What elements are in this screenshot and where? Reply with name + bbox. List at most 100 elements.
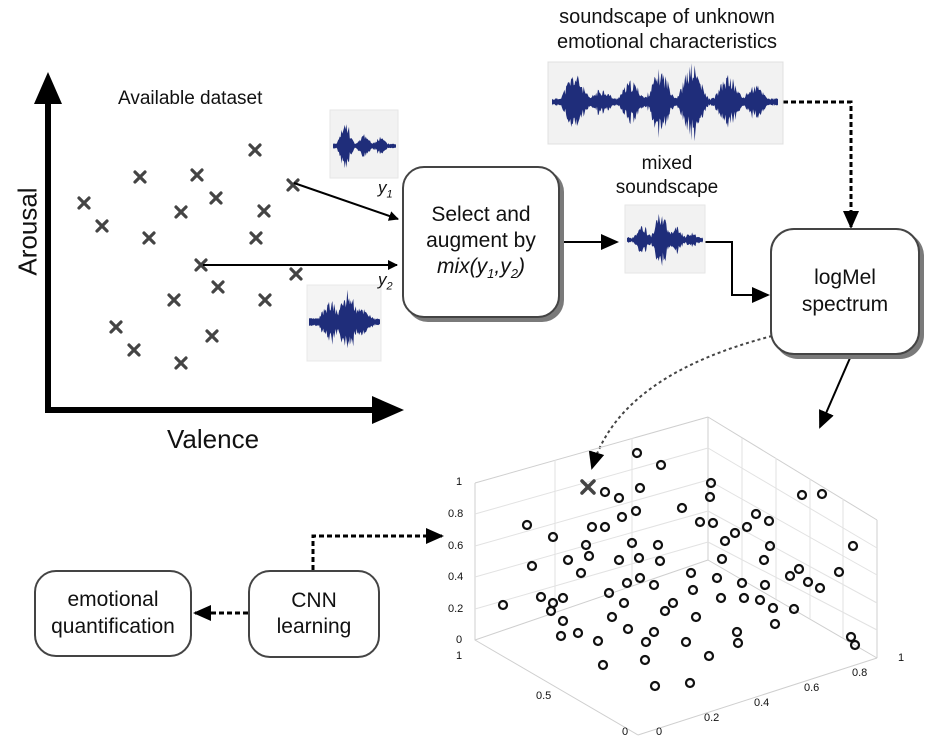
- dataset-marker: [205, 329, 219, 343]
- plot3d-point: [738, 592, 750, 604]
- dataset-marker: [95, 219, 109, 233]
- y1-sub: 1: [386, 188, 393, 201]
- z-tick-02: 0.2: [448, 603, 464, 615]
- plot3d-point: [621, 577, 633, 589]
- plot3d-point: [847, 540, 859, 552]
- plot3d-point: [845, 631, 857, 643]
- arrow-logmel-to-point: [588, 335, 773, 470]
- plot3d-point: [606, 611, 618, 623]
- dataset-marker: [127, 343, 141, 357]
- plot3d-point: [626, 537, 638, 549]
- x-tick-04: 0.4: [754, 697, 770, 709]
- plot3d-point: [652, 539, 664, 551]
- plot3d-point: [557, 615, 569, 627]
- plot3d-point: [603, 587, 615, 599]
- plot3d-point: [575, 567, 587, 579]
- mixed-label-line2: soundscape: [615, 177, 719, 198]
- dataset-marker: [289, 267, 303, 281]
- plot3d-point: [547, 597, 559, 609]
- dataset-marker: [142, 231, 156, 245]
- plot3d-point: [613, 554, 625, 566]
- arousal-label: Arousal: [12, 187, 43, 276]
- dataset-markers: [77, 143, 303, 370]
- plot3d-point: [630, 505, 642, 517]
- plot3d-point: [833, 566, 845, 578]
- plot3d-point: [655, 459, 667, 471]
- select-line3: mix(y1,y2): [437, 254, 525, 282]
- plot3d-point: [634, 572, 646, 584]
- plot3d-point: [707, 517, 719, 529]
- plot3d-point: [741, 521, 753, 533]
- plot3d-point: [754, 594, 766, 606]
- mix-fn: mix: [437, 255, 470, 279]
- plot3d-point: [705, 477, 717, 489]
- mix-s2: 2: [510, 266, 518, 282]
- emotional-quantification-box: emotional quantification: [34, 570, 192, 657]
- plot3d-point: [659, 605, 671, 617]
- valence-label: Valence: [167, 424, 260, 454]
- plot3d-point: [562, 554, 574, 566]
- arrow-y1: [293, 182, 399, 221]
- y-tick-05: 0.5: [536, 690, 552, 702]
- dataset-marker: [209, 191, 223, 205]
- dataset-marker: [211, 280, 225, 294]
- arrow-logmel-to-plot: [819, 357, 851, 429]
- arrow-plot-to-cnn: [311, 528, 444, 570]
- y2-base: y: [378, 270, 387, 289]
- emo-line2: quantification: [51, 614, 175, 638]
- logmel-line2: spectrum: [801, 292, 889, 316]
- plot3d-point: [763, 515, 775, 527]
- plot3d-point: [750, 508, 762, 520]
- plot3d-point: [731, 626, 743, 638]
- highlight-x-marker: [580, 479, 596, 495]
- y1-base: y: [378, 178, 387, 197]
- plot3d-point: [736, 577, 748, 589]
- plot3d-point: [764, 540, 776, 552]
- plot3d-point: [694, 516, 706, 528]
- plot3d-point: [715, 592, 727, 604]
- plot3d-point: [849, 639, 861, 651]
- select-augment-box: Select and augment by mix(y1,y2): [402, 166, 560, 318]
- plot3d-point: [687, 584, 699, 596]
- y2-label: y2: [378, 270, 393, 292]
- plot3d-point: [703, 650, 715, 662]
- plot3d-point: [802, 576, 814, 588]
- mix-open: (: [469, 255, 477, 279]
- mix-y2: y: [500, 255, 511, 279]
- plot3d-point: [580, 539, 592, 551]
- plot3d-point: [526, 560, 538, 572]
- waveform-y1: [329, 109, 399, 179]
- plot3d-point: [545, 605, 557, 617]
- dataset-marker: [133, 170, 147, 184]
- plot3d-point: [788, 603, 800, 615]
- plot3d-point: [583, 550, 595, 562]
- plot3d-point: [680, 636, 692, 648]
- z-tick-08: 0.8: [448, 508, 464, 520]
- x-tick-0: 0: [656, 726, 663, 738]
- waveform-unknown: [547, 61, 784, 145]
- plot3d-point: [521, 519, 533, 531]
- plot3d-point: [648, 579, 660, 591]
- y2-sub: 2: [386, 280, 393, 293]
- dataset-marker: [248, 143, 262, 157]
- dataset-label: Available dataset: [118, 88, 263, 109]
- plot3d-point: [796, 489, 808, 501]
- plot3d-point: [654, 555, 666, 567]
- plot3d-point: [716, 553, 728, 565]
- dataset-marker: [257, 204, 271, 218]
- plot3d-point: [634, 482, 646, 494]
- arousal-axis-arrowhead: [34, 72, 62, 104]
- plot3d-point: [667, 597, 679, 609]
- mixed-label-line1: mixed: [641, 153, 693, 174]
- dataset-marker: [174, 205, 188, 219]
- plot3d-point: [793, 563, 805, 575]
- plot3d-point: [719, 535, 731, 547]
- plot3d-point: [732, 637, 744, 649]
- plot3d-point: [631, 447, 643, 459]
- plot3d-point: [648, 626, 660, 638]
- dataset-marker: [194, 258, 208, 272]
- plot3d-point: [613, 492, 625, 504]
- plot3d-point: [597, 659, 609, 671]
- plot3d-point: [729, 527, 741, 539]
- z-tick-06: 0.6: [448, 540, 464, 552]
